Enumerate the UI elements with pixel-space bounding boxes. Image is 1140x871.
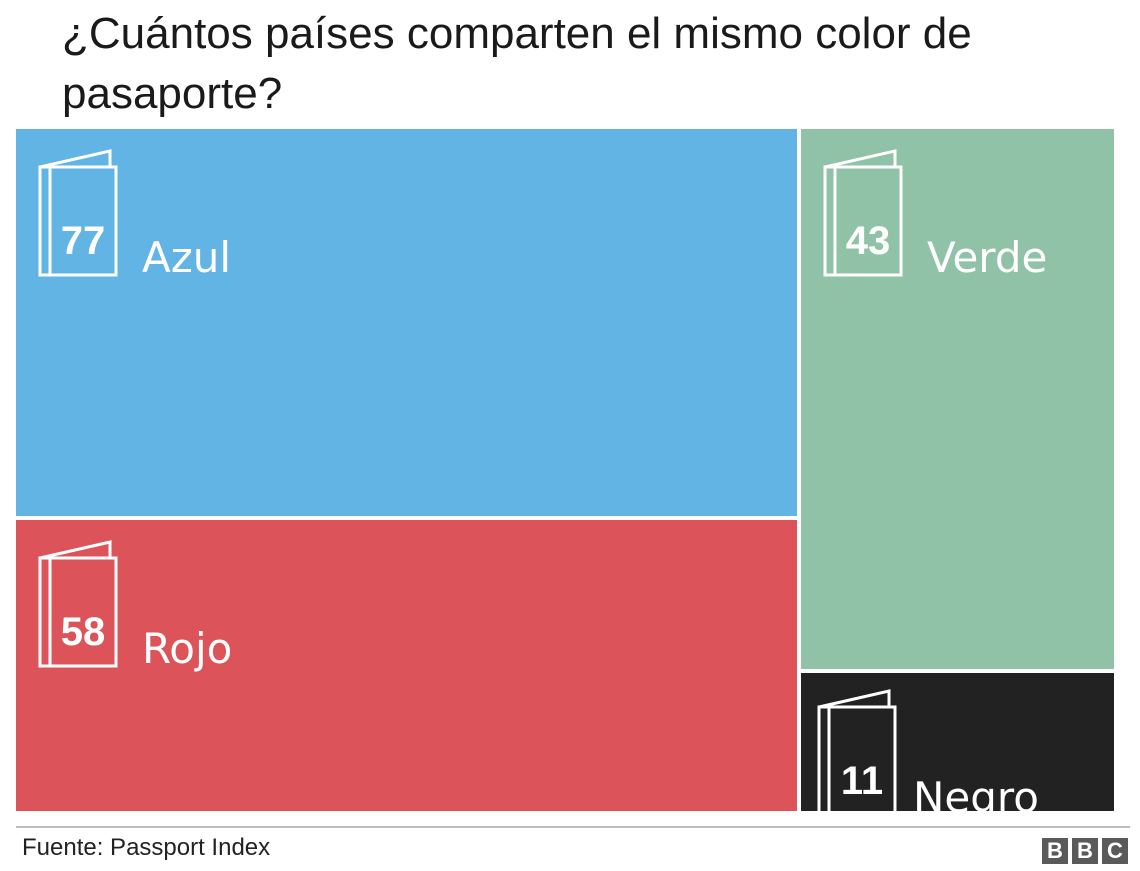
source-note: Fuente: Passport Index	[22, 834, 271, 861]
treemap-tile-verde: 43 Verde	[801, 129, 1114, 669]
tile-value: 43	[845, 219, 891, 263]
chart-title: ¿Cuántos países comparten el mismo color…	[62, 9, 972, 118]
treemap-tile-rojo: 58 Rojo	[16, 520, 797, 811]
bbc-logo: B B C	[1042, 838, 1128, 864]
bbc-logo-letter: B	[1072, 838, 1098, 864]
footer-divider	[16, 826, 1130, 828]
passport-icon	[817, 687, 899, 819]
treemap-tile-azul: 77 Azul	[16, 129, 797, 516]
tile-label: Verde	[927, 233, 1048, 282]
passport-icon	[38, 147, 120, 279]
tile-label: Rojo	[142, 624, 233, 673]
tile-value: 58	[60, 610, 106, 654]
passport-icon	[38, 538, 120, 670]
bbc-logo-letter: B	[1042, 838, 1068, 864]
tile-value: 77	[60, 219, 106, 263]
tile-value: 11	[840, 759, 884, 803]
treemap-tile-negro: 11 Negro	[801, 673, 1114, 819]
tile-label: Negro	[913, 773, 1039, 822]
passport-icon	[823, 147, 905, 279]
bbc-logo-letter: C	[1102, 838, 1128, 864]
tile-label: Azul	[142, 233, 232, 282]
